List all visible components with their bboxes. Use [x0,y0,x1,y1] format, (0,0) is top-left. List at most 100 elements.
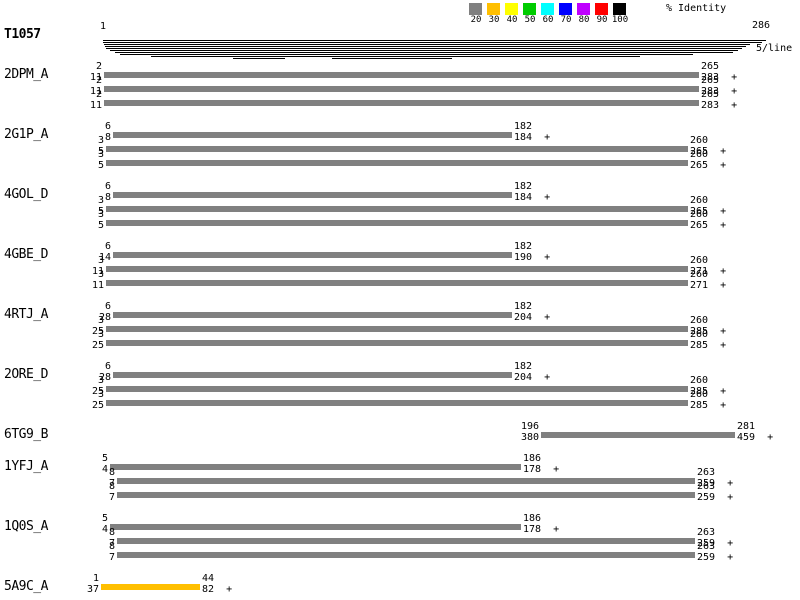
legend-title: % Identity [666,3,727,14]
query-start-label: 3 [97,195,104,206]
hit-start-label: 28 [98,312,111,323]
query-end-label: 260 [690,375,709,386]
hit-bar[interactable] [541,432,735,438]
hit-end-strand-label: 178 + [523,524,560,535]
hit-bar[interactable] [106,280,688,286]
legend-value-label: 30 [488,15,500,25]
legend-color-swatch [523,3,536,15]
query-start-label: 6 [104,181,111,192]
query-start-label: 3 [97,269,104,280]
query-start-label: 3 [97,149,104,160]
query-end-label: 182 [514,241,533,252]
hit-start-label: 28 [98,372,111,383]
query-start-label: 3 [97,375,104,386]
hit-group-label: 2G1P_A [4,127,48,142]
query-start-label: 8 [108,481,115,492]
hit-end-strand-label: 285 + [690,340,727,351]
hit-start-label: 25 [91,386,104,397]
hit-end-strand-label: 271 + [690,280,727,291]
hit-bar[interactable] [117,492,695,498]
hit-start-label: 8 [104,132,111,143]
hit-bar[interactable] [106,400,688,406]
coverage-line [110,50,738,51]
hit-start-label: 7 [108,538,115,549]
coverage-line [105,46,746,47]
query-start-label: 6 [104,121,111,132]
hit-end-strand-label: 285 + [690,386,727,397]
query-start-label: 6 [104,301,111,312]
query-start-label: 3 [97,329,104,340]
query-start-label: 8 [108,527,115,538]
hit-group-label: 5A9C_A [4,579,48,594]
coverage-line [151,56,640,57]
hit-bar[interactable] [113,312,512,318]
hit-bar[interactable] [117,478,695,484]
legend-value-label: 50 [524,15,536,25]
query-start-label: 3 [97,315,104,326]
query-end-label: 260 [690,195,709,206]
query-end-label: 182 [514,121,533,132]
query-end-label: 265 [701,89,720,100]
hit-bar[interactable] [104,100,699,106]
query-start-label: 3 [97,389,104,400]
hit-group-label: 4GOL_D [4,187,48,202]
per-line-label: 5/line [756,43,793,54]
hit-bar[interactable] [106,266,688,272]
query-end-label: 260 [690,329,709,340]
query-end-label: 182 [514,301,533,312]
hit-bar[interactable] [106,326,688,332]
hit-start-label: 5 [97,206,104,217]
hit-bar[interactable] [117,538,695,544]
legend-value-label: 20 [470,15,482,25]
hit-bar[interactable] [106,206,688,212]
hit-end-strand-label: 204 + [514,312,551,323]
query-start-label: 6 [104,361,111,372]
hit-start-label: 7 [108,478,115,489]
ruler-start-label: 1 [100,21,107,32]
hit-bar[interactable] [104,72,699,78]
hit-end-strand-label: 285 + [690,400,727,411]
legend-value-label: 100 [611,15,629,25]
hit-bar[interactable] [113,252,512,258]
hit-group-label: 4RTJ_A [4,307,48,322]
hit-bar[interactable] [113,372,512,378]
legend-color-swatch [613,3,626,15]
hit-end-strand-label: 271 + [690,266,727,277]
coverage-line [103,40,766,41]
legend-color-swatch [595,3,608,15]
hit-bar[interactable] [106,340,688,346]
hit-group-label: 1YFJ_A [4,459,48,474]
query-start-label: 8 [108,541,115,552]
coverage-line [233,58,285,59]
query-end-label: 263 [697,527,716,538]
hit-bar[interactable] [113,132,512,138]
hit-end-strand-label: 204 + [514,372,551,383]
hit-end-strand-label: 283 + [701,72,738,83]
hit-bar[interactable] [106,146,688,152]
hit-end-strand-label: 265 + [690,160,727,171]
query-start-label: 3 [97,209,104,220]
coverage-line [115,52,733,53]
hit-end-strand-label: 285 + [690,326,727,337]
hit-end-strand-label: 82 + [202,584,233,595]
hit-start-label: 5 [97,160,104,171]
hit-group-label: 6TG9_B [4,427,48,442]
legend-value-label: 70 [560,15,572,25]
hit-bar[interactable] [117,552,695,558]
query-end-label: 281 [737,421,756,432]
hit-bar[interactable] [106,160,688,166]
hit-bar[interactable] [113,192,512,198]
hit-bar[interactable] [104,86,699,92]
query-end-label: 260 [690,315,709,326]
hit-bar[interactable] [106,220,688,226]
hit-start-label: 37 [86,584,99,595]
hit-bar[interactable] [106,386,688,392]
hit-bar[interactable] [110,524,521,530]
hit-bar[interactable] [101,584,200,590]
query-end-label: 260 [690,135,709,146]
query-end-label: 263 [697,541,716,552]
hit-group-label: 1Q0S_A [4,519,48,534]
hit-bar[interactable] [110,464,521,470]
coverage-line [103,42,762,43]
